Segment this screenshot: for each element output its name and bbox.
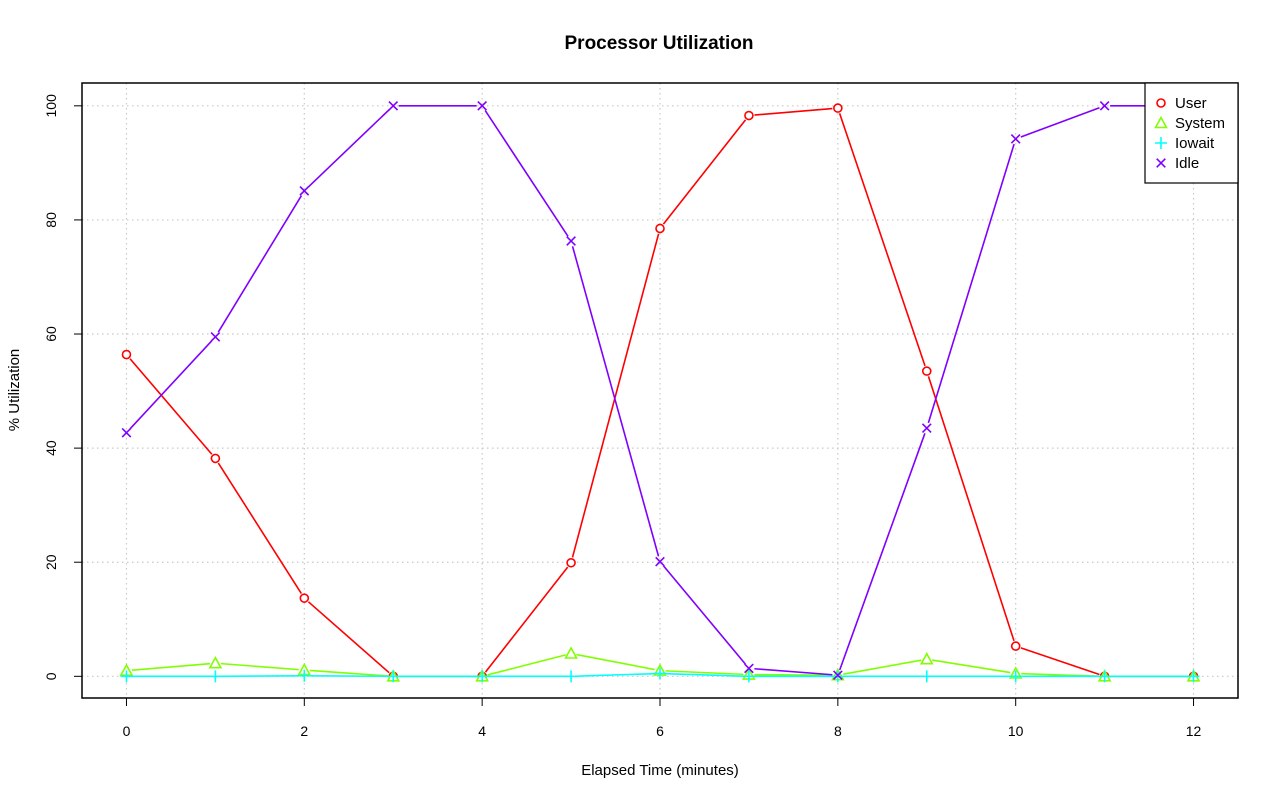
series-user-point: [921, 366, 932, 376]
series-user-point: [655, 223, 665, 234]
series-iowait-point: [1009, 670, 1022, 683]
series-iowait-segment: [576, 672, 655, 677]
series-user-point: [121, 349, 132, 360]
x-tick-label: 4: [478, 723, 486, 739]
legend-label-iowait: Iowait: [1175, 135, 1215, 152]
series-idle-segment: [838, 433, 926, 671]
series-iowait-point: [1187, 670, 1200, 683]
series-iowait-point: [1098, 670, 1111, 683]
legend-marker-idle: [1156, 158, 1166, 168]
series-iowait-point: [920, 670, 933, 683]
series-iowait-point: [654, 667, 666, 680]
legend-marker-user: [1156, 98, 1166, 108]
series-idle-point: [832, 670, 843, 681]
series-user-segment: [927, 376, 1015, 642]
series-iowait-point: [476, 670, 489, 683]
series-iowait-segment: [665, 672, 744, 677]
series-iowait-point: [742, 670, 755, 683]
series-user-point: [299, 593, 310, 603]
series-idle-point: [477, 100, 488, 111]
grid-lines: [82, 83, 1238, 698]
series-user-point: [833, 103, 843, 113]
series-iowait-point: [387, 670, 400, 683]
x-tick-label: 6: [656, 723, 664, 739]
series-iowait: [120, 667, 1200, 683]
x-tick-label: 8: [834, 723, 842, 739]
x-axis-label: Elapsed Time (minutes): [581, 762, 739, 779]
series-user-point: [744, 110, 754, 121]
series-system-segment: [131, 662, 210, 671]
series-user-segment: [838, 113, 926, 367]
series-idle-point: [299, 185, 310, 196]
series-idle-point: [388, 100, 399, 111]
series-idle-point: [1099, 100, 1110, 111]
series-system-segment: [932, 659, 1011, 674]
series-idle-segment: [662, 565, 747, 665]
y-axis-label: % Utilization: [6, 349, 23, 432]
series-system-point: [208, 656, 223, 669]
chart-title: Processor Utilization: [565, 33, 754, 54]
y-axis: 0 20 40 60 80 100: [43, 94, 82, 680]
series-idle-point: [655, 556, 665, 567]
legend-marker-system: [1154, 115, 1168, 129]
series-iowait-point: [298, 669, 311, 682]
x-tick-label: 10: [1008, 723, 1024, 739]
series-idle-segment: [217, 195, 303, 333]
series-user-segment: [1020, 647, 1100, 676]
series-iowait-point: [120, 670, 133, 683]
series-idle-point: [744, 663, 754, 674]
series-iowait-point: [565, 670, 578, 683]
series-idle-segment: [1020, 106, 1100, 138]
plot-frame: [81, 82, 1239, 699]
x-tick-label: 12: [1186, 723, 1202, 739]
series-system-segment: [843, 659, 922, 675]
series-idle-segment: [484, 109, 569, 237]
series-system-point: [919, 652, 934, 665]
series-user-segment: [662, 119, 747, 225]
series-idle-segment: [571, 246, 660, 557]
y-tick-label: 40: [43, 440, 59, 456]
series-user-segment: [217, 462, 303, 594]
legend-marker-iowait: [1155, 137, 1167, 149]
y-tick-label: 60: [43, 326, 59, 342]
series-idle-segment: [129, 340, 213, 430]
series-system-segment: [487, 654, 566, 676]
series-idle-point: [921, 423, 932, 434]
series-idle-segment: [754, 667, 833, 676]
x-tick-label: 0: [123, 723, 131, 739]
series-iowait-point: [209, 670, 222, 683]
y-tick-label: 0: [43, 672, 59, 680]
series-idle-point: [1010, 134, 1021, 144]
series-system-segment: [220, 662, 299, 671]
series-user-segment: [754, 107, 833, 116]
series-idle-point: [566, 236, 576, 246]
series-user-segment: [484, 566, 569, 673]
series-user-point: [566, 557, 576, 568]
x-tick-label: 2: [300, 723, 308, 739]
series-iowait-point: [831, 670, 844, 683]
legend-label-system: System: [1175, 115, 1225, 132]
legend: User System Iowait Idle: [1144, 82, 1239, 184]
legend-label-idle: Idle: [1175, 155, 1199, 172]
series-system-segment: [576, 653, 655, 671]
series-idle-point: [210, 332, 221, 342]
series-user-point: [210, 453, 221, 464]
series-idle-segment: [307, 109, 390, 188]
series-system-segment: [665, 670, 744, 676]
series-user-segment: [129, 358, 213, 455]
series-system-point: [564, 646, 578, 659]
series-system-segment: [309, 669, 388, 677]
x-axis: 0 2 4 6 8 10 12: [123, 697, 1202, 739]
y-tick-label: 80: [43, 212, 59, 228]
series-user-segment: [307, 601, 390, 674]
y-tick-label: 100: [43, 94, 59, 118]
series-idle-point: [121, 427, 132, 438]
series-user-point: [1010, 641, 1021, 651]
series-user-segment: [571, 233, 660, 558]
y-tick-label: 20: [43, 554, 59, 570]
legend-label-user: User: [1175, 95, 1207, 112]
series-idle-segment: [927, 143, 1015, 424]
